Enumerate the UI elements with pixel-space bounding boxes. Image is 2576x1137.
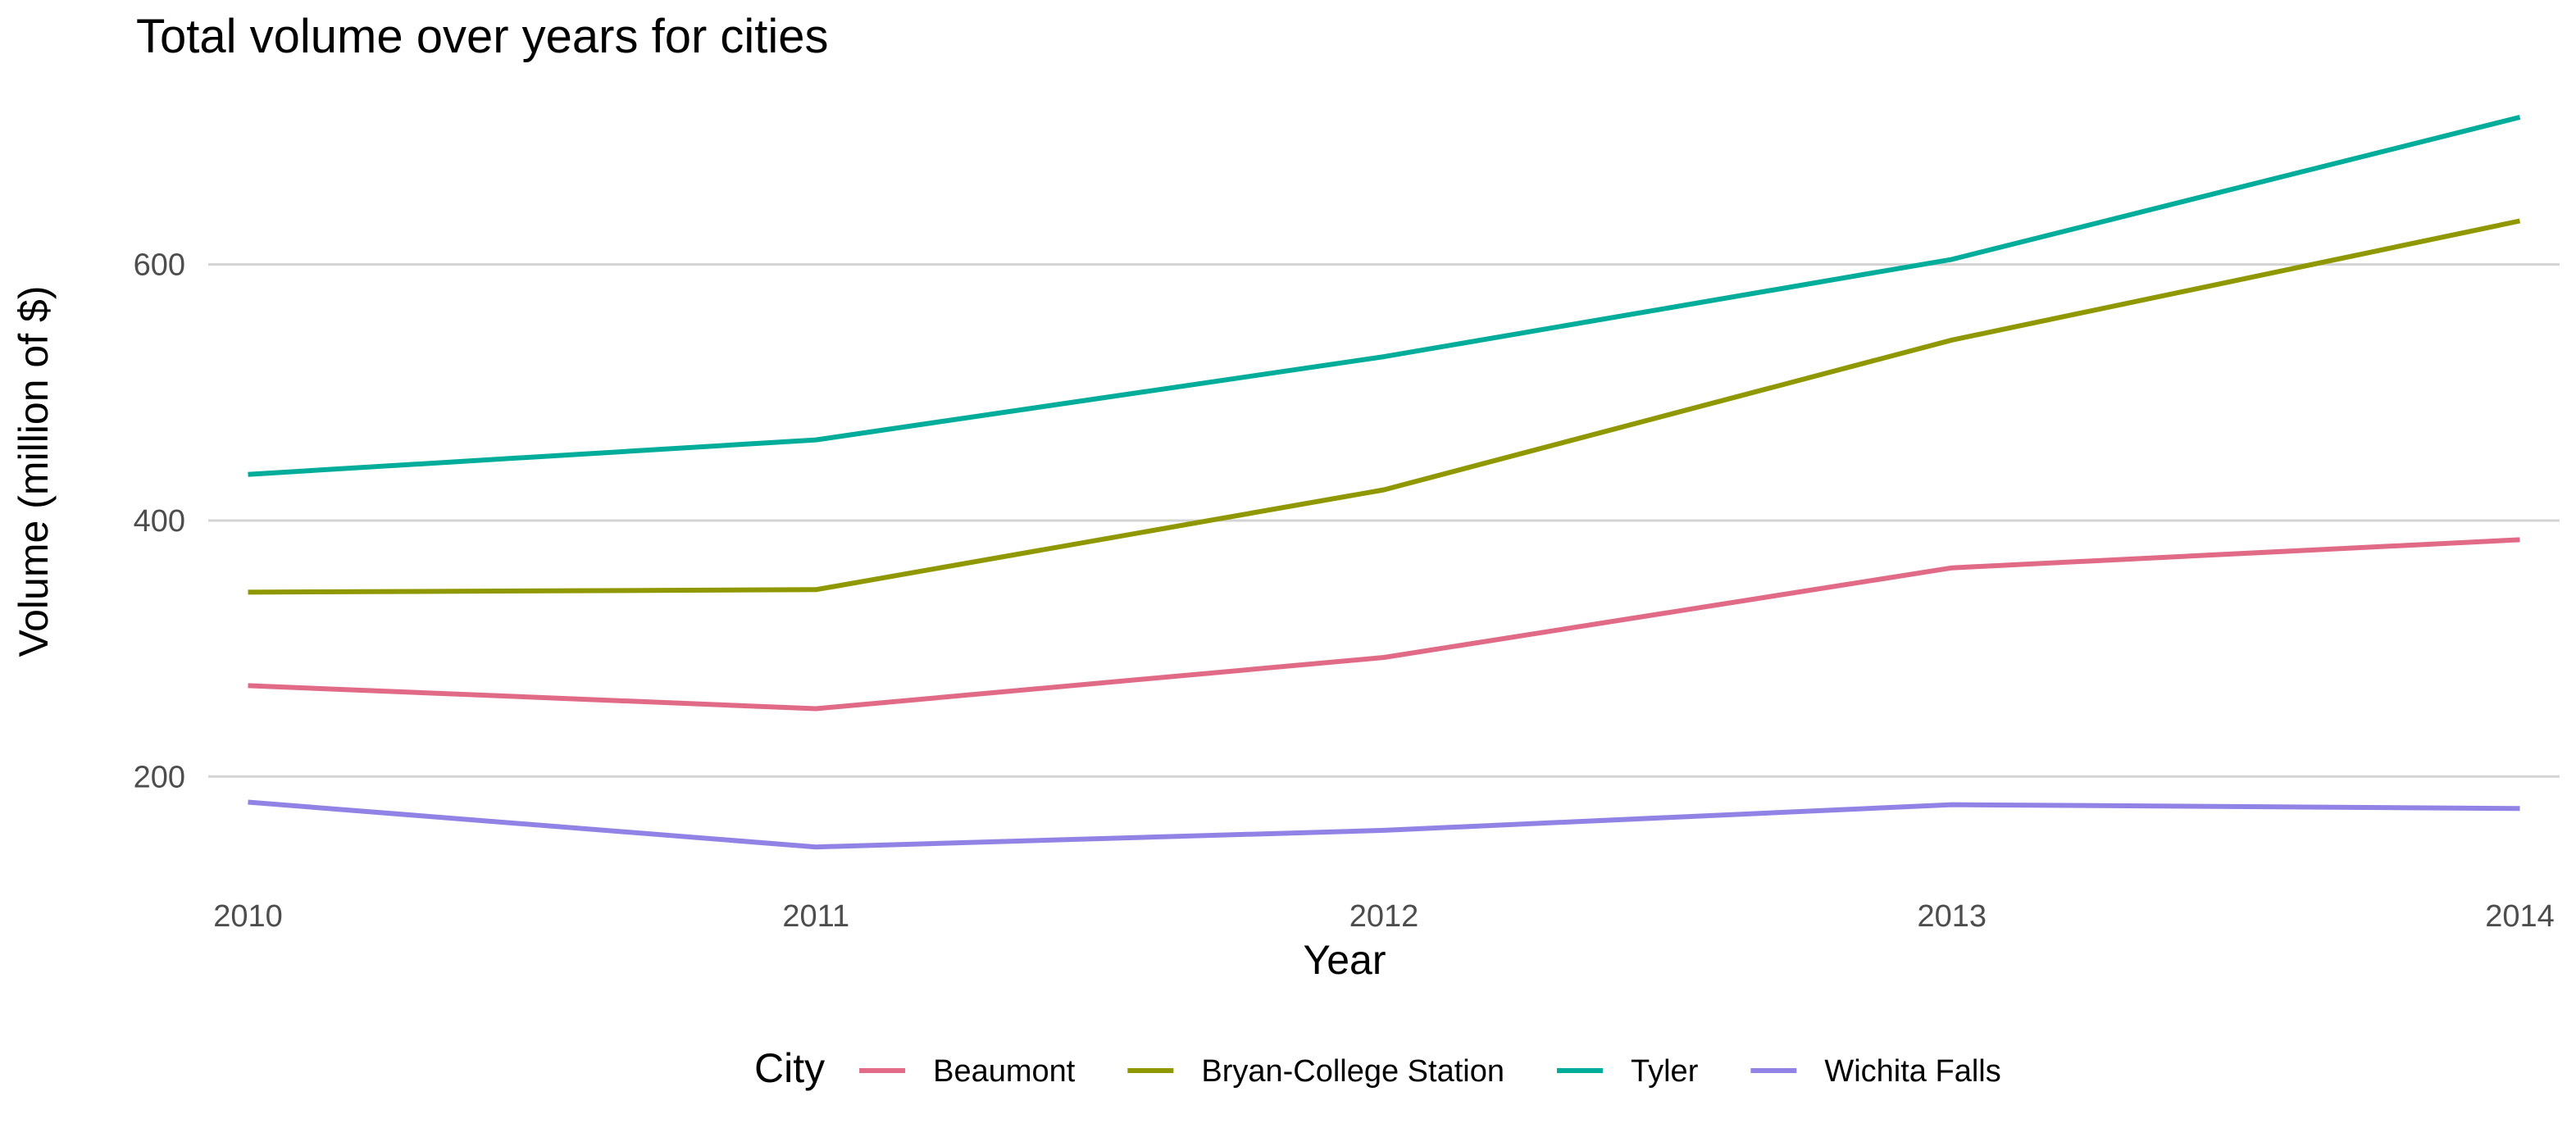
- x-tick-label: 2011: [782, 899, 849, 934]
- legend-label-beaumont: Beaumont: [933, 1054, 1076, 1089]
- legend: City Beaumont Bryan-College Station Tyler W…: [754, 1045, 2001, 1091]
- x-tick-label: 2014: [2485, 899, 2555, 934]
- series-line-tyler: [248, 115, 2521, 477]
- legend-items: Beaumont Bryan-College Station Tyler Wichit…: [859, 1054, 2001, 1089]
- x-tick-label: 2012: [1349, 899, 1419, 934]
- x-tick-label: 2010: [213, 899, 283, 934]
- legend-title: City: [754, 1045, 825, 1091]
- legend-label-bryan-college-station: Bryan-College Station: [1201, 1054, 1504, 1089]
- legend-label-tyler: Tyler: [1631, 1054, 1699, 1089]
- y-axis-title: Volume (million of $): [11, 286, 57, 657]
- x-axis-ticks: 2010 2011 2012 2013 2014: [213, 899, 2555, 934]
- series-line-beaumont: [248, 537, 2520, 712]
- series-lines: [248, 115, 2521, 850]
- gridlines: [208, 263, 2560, 778]
- y-tick-label: 200: [134, 760, 185, 794]
- y-tick-label: 600: [134, 248, 185, 283]
- y-axis-ticks: 200 400 600: [134, 248, 185, 795]
- y-tick-label: 400: [134, 504, 185, 539]
- x-axis-title: Year: [1303, 937, 1386, 983]
- x-tick-label: 2013: [1917, 899, 1987, 934]
- series-line-bryan-college-station: [248, 218, 2521, 595]
- legend-label-wichita-falls: Wichita Falls: [1824, 1054, 2000, 1089]
- series-line-wichita-falls: [248, 799, 2520, 850]
- chart-title: Total volume over years for cities: [136, 10, 829, 63]
